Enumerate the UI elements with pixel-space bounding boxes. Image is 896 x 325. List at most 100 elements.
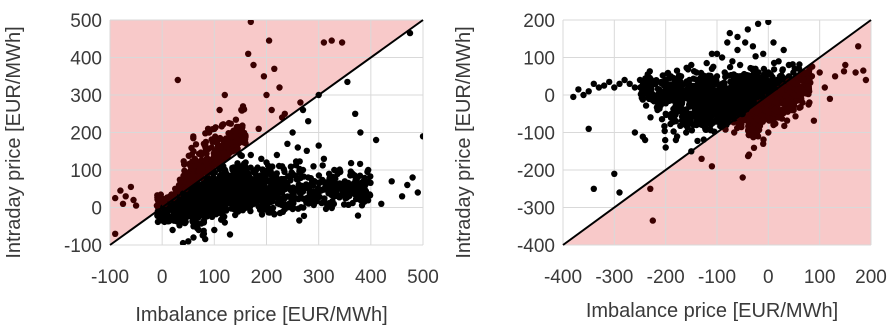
data-point [210,177,217,184]
data-point [189,172,196,179]
data-point [691,108,698,115]
data-point [409,174,416,181]
y-tick-label: 500 [70,11,102,32]
data-point [419,133,423,140]
data-point [732,74,739,82]
data-point [250,200,257,207]
data-point [752,53,759,60]
data-point [310,201,317,209]
data-point [200,140,208,147]
x-axis-title: Imbalance price [EUR/MWh] [135,304,387,325]
data-point [790,91,798,99]
data-point [734,46,741,54]
data-point [269,204,277,212]
data-point [238,127,245,135]
data-point [203,150,210,157]
data-point [198,181,205,189]
x-tick-label: -300 [595,267,633,288]
data-point [260,181,268,189]
data-point [760,140,767,147]
y-tick-label: -200 [517,161,555,182]
data-point [742,39,749,46]
data-point [232,116,240,123]
data-point [231,202,238,209]
data-point [769,73,776,81]
data-point [762,106,769,114]
data-point [268,170,275,177]
data-point [662,136,669,144]
data-point [258,155,265,162]
y-tick-label: 0 [544,86,555,107]
data-point [708,103,715,110]
data-point [331,166,338,174]
data-point [767,82,775,89]
data-point [662,84,669,91]
data-point [355,183,362,191]
data-point [728,84,735,91]
y-tick-label: 0 [91,199,102,220]
data-point [862,76,870,84]
data-point [197,204,204,212]
data-point [765,20,772,26]
data-point [169,226,176,234]
data-point [349,170,356,177]
data-point [611,170,618,177]
data-point [826,95,834,103]
data-point [744,84,751,91]
data-point [331,193,338,200]
data-point [237,181,244,189]
data-point [688,99,695,106]
data-point [745,151,753,158]
data-point [295,205,302,212]
data-point [112,194,119,202]
data-point [414,189,421,196]
y-axis-title: Intraday price [EUR/MWh] [453,26,475,258]
data-point [754,133,762,140]
data-point [336,181,343,189]
data-point [174,76,181,84]
data-point [166,193,174,200]
data-point [175,213,182,220]
data-point [697,74,705,81]
data-point [169,216,176,223]
data-point [752,65,759,73]
data-point [775,76,782,84]
data-point [693,82,700,89]
data-point [280,177,287,185]
data-point [238,198,245,206]
data-point [195,226,202,234]
data-point [186,178,194,185]
data-point [606,78,613,86]
data-point [750,97,757,105]
data-point [713,79,721,87]
data-point [354,212,362,219]
data-point [182,172,189,179]
data-point [672,136,680,144]
data-point [195,173,202,180]
data-point [358,202,366,209]
data-point [715,118,722,125]
data-point [795,91,803,99]
y-axis-title: Intraday price [EUR/MWh] [3,26,25,258]
data-point [616,80,623,88]
data-point [270,210,278,217]
data-point [320,155,328,162]
data-point [242,163,249,171]
data-point [294,185,301,192]
data-point [174,200,181,207]
data-point [230,175,237,183]
data-point [200,230,208,237]
data-point [305,118,312,125]
data-point [725,105,732,112]
data-point [683,129,690,136]
data-point [320,39,328,46]
y-tick-label: -300 [517,199,555,220]
data-point [299,195,307,202]
data-point [192,157,200,164]
data-point [268,106,275,114]
data-point [672,118,680,125]
data-point [756,107,763,114]
data-point [353,174,361,182]
data-point [683,106,690,114]
